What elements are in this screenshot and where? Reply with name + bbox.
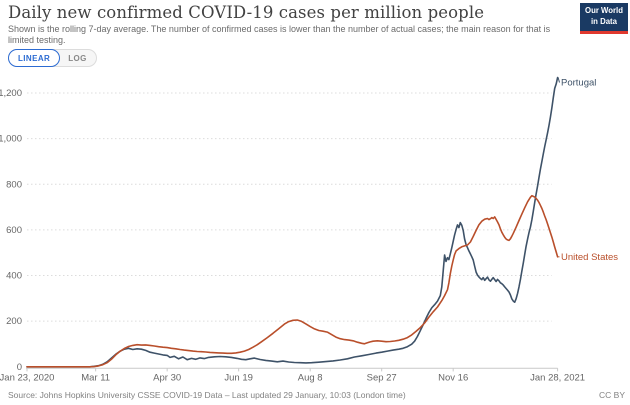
license-link[interactable]: CC BY [599,390,625,400]
x-axis-tick-label: Apr 30 [153,373,181,384]
x-axis-tick-label: Sep 27 [367,373,397,384]
portugal-line[interactable] [26,76,559,368]
portugal-series-label[interactable]: Portugal [561,77,596,88]
x-axis-tick-label: Aug 8 [298,373,323,384]
x-axis-tick-label: Jun 19 [224,373,253,384]
owid-logo[interactable]: Our World in Data [580,3,628,34]
y-axis-tick-label: 800 [6,179,22,190]
y-axis-tick-label: 600 [6,225,22,236]
x-axis-tick-label: Nov 16 [438,373,468,384]
portugal-label-connector [557,77,560,83]
y-axis-tick-label: 1,200 [0,88,22,99]
owid-logo-line1: Our World [585,6,623,15]
log-button[interactable]: LOG [68,53,87,63]
y-axis-tick-label: 0 [17,362,22,373]
linear-button[interactable]: LINEAR [8,49,61,67]
source-note[interactable]: Source: Johns Hopkins University CSSE CO… [8,390,406,400]
united-states-series-label[interactable]: United States [561,252,618,263]
y-axis-tick-label: 1,000 [0,134,22,145]
owid-logo-line2: in Data [591,16,617,26]
x-axis-tick-label: Mar 11 [81,373,110,384]
chart-subtitle: Shown is the rolling 7-day average. The … [8,24,551,46]
y-axis-tick-label: 400 [6,271,22,282]
x-axis-tick-label: Jan 28, 2021 [530,373,585,384]
page-title: Daily new confirmed COVID-19 cases per m… [8,3,485,22]
y-axis-tick-label: 200 [6,316,22,327]
x-axis-tick-label: Jan 23, 2020 [0,373,54,384]
scale-toggle: LINEAR LOG [8,49,97,67]
united-states-line[interactable] [26,194,559,368]
